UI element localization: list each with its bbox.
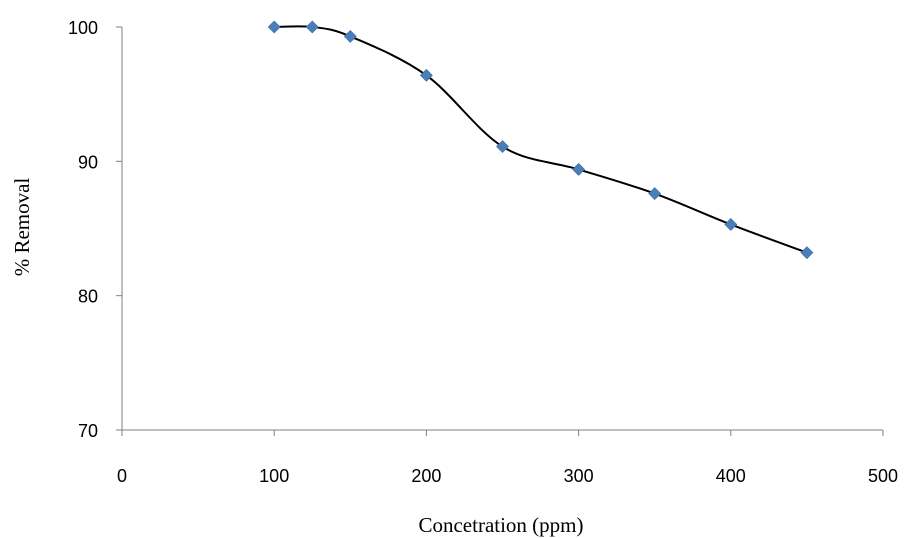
y-tick-label: 70: [78, 421, 98, 441]
axes: [116, 26, 884, 436]
y-tick-label: 90: [78, 152, 98, 172]
curve-layer: [274, 25, 808, 254]
x-axis-title: Concetration (ppm): [418, 513, 583, 537]
x-tick-label: 500: [868, 466, 898, 486]
data-point: [267, 20, 281, 34]
data-point: [648, 187, 662, 200]
data-point: [419, 68, 433, 82]
smoothed-line: [274, 25, 808, 254]
x-tick-label: 100: [259, 466, 289, 486]
x-tick-label: 400: [716, 466, 746, 486]
data-point: [343, 29, 357, 43]
y-axis-title: % Removal: [10, 178, 34, 277]
data-point: [305, 20, 319, 34]
x-tick-label: 300: [564, 466, 594, 486]
data-point: [724, 218, 738, 231]
data-point: [572, 162, 586, 176]
points-layer: [267, 20, 814, 260]
y-tick-label: 80: [78, 287, 98, 307]
y-tick-label: 100: [68, 18, 98, 38]
x-tick-label: 0: [117, 466, 127, 486]
tick-labels: 0 100 200 300 400 500 70 80 90 100: [68, 18, 898, 486]
data-point: [496, 140, 509, 153]
x-tick-label: 200: [411, 466, 441, 486]
data-point: [800, 246, 814, 260]
